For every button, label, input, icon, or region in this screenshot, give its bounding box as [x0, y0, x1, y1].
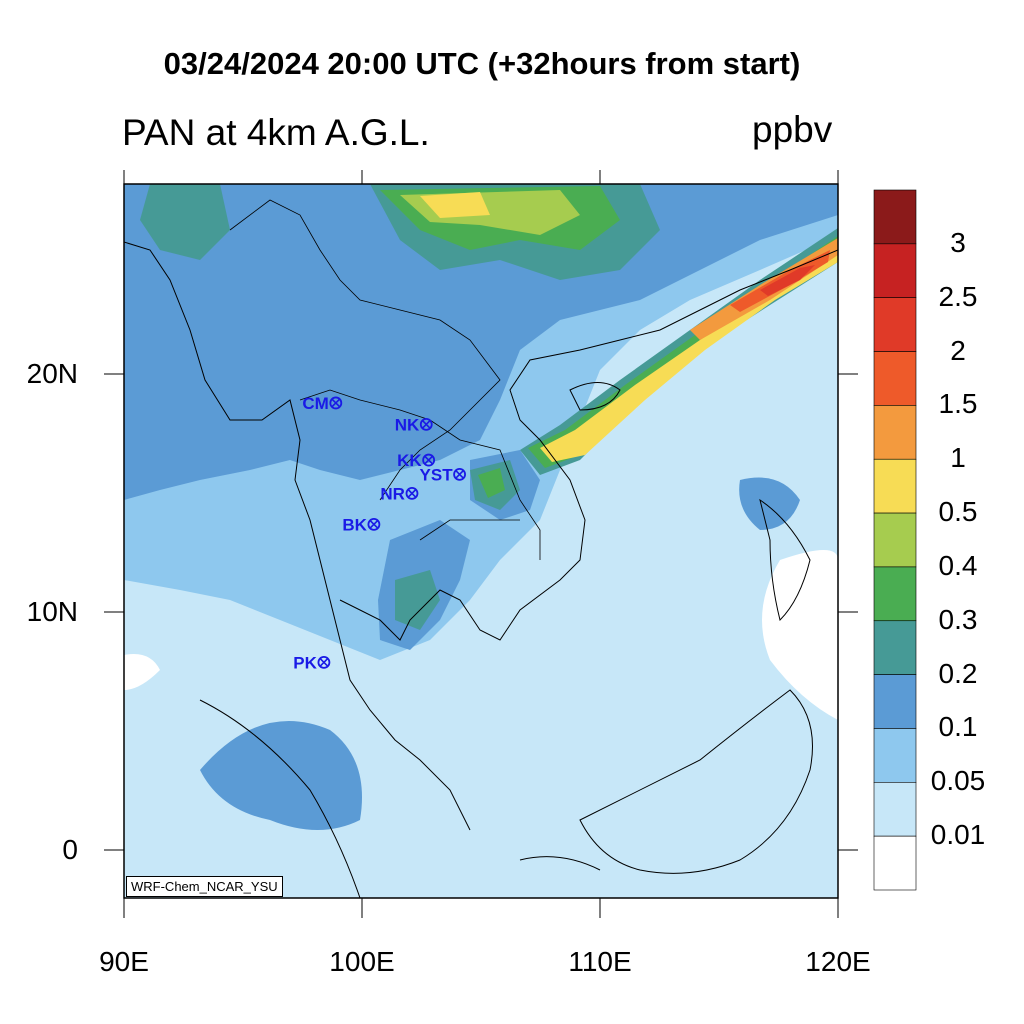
- colorbar-label: 0.4: [938, 549, 978, 581]
- colorbar-label: 0.2: [938, 657, 978, 689]
- colorbar-label: 0.5: [938, 496, 978, 528]
- field-band-below-0.01: [762, 550, 838, 720]
- station-cm: CM: [302, 394, 343, 413]
- station-label: KK: [397, 451, 422, 470]
- map-frame: [123, 183, 839, 899]
- field-band-0.1-blob: [200, 721, 362, 830]
- units-label: ppbv: [752, 109, 833, 150]
- station-yst: YST: [420, 465, 466, 484]
- plume-band-2: [760, 265, 815, 296]
- station-marker-icon: [453, 467, 466, 481]
- field-band-0.5: [420, 192, 490, 218]
- colorbar-label: 0.01: [930, 819, 986, 851]
- colorbar-box: [873, 620, 917, 675]
- model-credit: WRF-Chem_NCAR_YSU: [126, 876, 283, 897]
- colorbar-label: 1.5: [938, 388, 978, 420]
- colorbar-box: [873, 835, 917, 891]
- station-pk: PK: [293, 653, 331, 672]
- axis-ticks: [104, 170, 858, 918]
- country-borders: [229, 199, 541, 560]
- coastlines: [124, 241, 838, 898]
- lat-label-0: 0: [62, 834, 78, 865]
- lon-label-100e: 100E: [329, 946, 395, 977]
- station-cross-icon: [369, 519, 379, 529]
- colorbar-label: 2.5: [938, 280, 978, 312]
- colorbar-box: [873, 243, 917, 298]
- colorbar-label: 0.05: [930, 765, 986, 797]
- lon-label-90e: 90E: [99, 946, 149, 977]
- field-band-0.1-blob: [739, 477, 800, 530]
- station-label: YST: [420, 465, 454, 484]
- lat-label-20n: 20N: [26, 358, 78, 389]
- colorbar-box: [873, 458, 917, 514]
- station-marker-icon: [329, 396, 343, 410]
- colorbar: [873, 189, 917, 891]
- pan-field: [124, 184, 838, 898]
- station-marker-icon: [405, 486, 419, 500]
- station-kk: KK: [397, 451, 436, 470]
- colorbar-box: [873, 189, 917, 245]
- colorbar-box: [873, 674, 917, 729]
- field-band-0.2-blob: [140, 184, 230, 260]
- station-nk: NK: [395, 415, 433, 434]
- colorbar-label: 2: [950, 334, 966, 366]
- colorbar-box: [873, 566, 917, 622]
- field-band-0.1: [124, 184, 838, 500]
- colorbar-label: 1: [950, 442, 966, 474]
- colorbar-box: [873, 782, 917, 837]
- station-cross-icon: [319, 657, 329, 667]
- station-label: BK: [342, 515, 367, 534]
- station-cross-icon: [407, 488, 417, 498]
- colorbar-label: 3: [950, 226, 966, 258]
- colorbar-label: 0.1: [938, 711, 978, 743]
- station-bk: BK: [342, 515, 381, 534]
- station-marker-icon: [422, 453, 436, 467]
- station-cross-icon: [424, 455, 434, 465]
- lon-label-110e: 110E: [568, 946, 632, 977]
- colorbar-box: [873, 512, 917, 568]
- colorbar-box: [873, 351, 917, 406]
- station-marker-icon: [317, 655, 331, 669]
- station-cross-icon: [421, 419, 431, 429]
- field-band-0.2-blob: [395, 570, 440, 630]
- station-label: NK: [395, 415, 420, 434]
- field-band-below-0.01: [124, 654, 160, 690]
- colorbar-box: [873, 297, 917, 352]
- lat-label-10n: 10N: [26, 596, 78, 627]
- variable-label: PAN at 4km A.G.L.: [122, 112, 430, 153]
- station-cross-icon: [331, 398, 341, 408]
- lon-label-120e: 120E: [805, 946, 871, 977]
- colorbar-box: [873, 728, 917, 783]
- map-title: 03/24/2024 20:00 UTC (+32hours from star…: [163, 46, 801, 81]
- station-label: NR: [380, 484, 405, 503]
- station-label: PK: [293, 653, 317, 672]
- field-band-0.3-blob: [478, 468, 505, 498]
- colorbar-box: [873, 405, 917, 460]
- station-cross-icon: [455, 469, 465, 479]
- station-marker-icon: [419, 417, 433, 431]
- colorbar-label: 0.3: [938, 603, 978, 635]
- station-marker-icon: [367, 517, 381, 531]
- station-label: CM: [302, 394, 328, 413]
- station-nr: NR: [380, 484, 419, 503]
